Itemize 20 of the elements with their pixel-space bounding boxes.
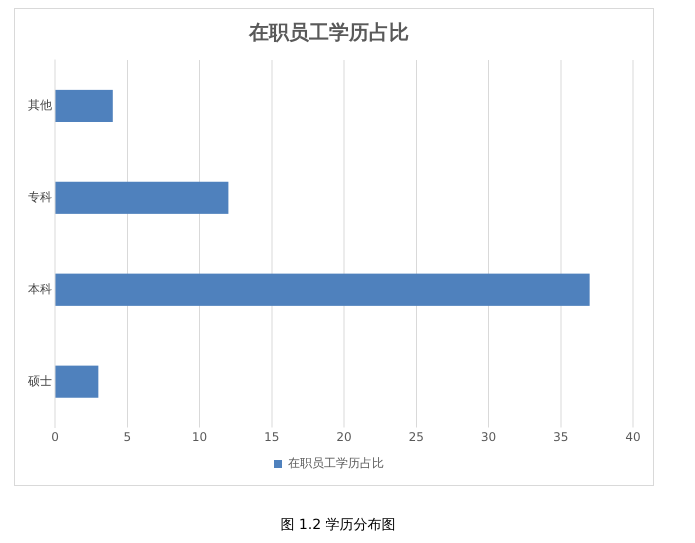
y-tick-label: 本科 (28, 282, 52, 296)
x-tick-label: 30 (480, 430, 496, 444)
bar (56, 274, 590, 306)
y-tick-label: 其他 (28, 98, 52, 112)
y-tick-label: 硕士 (27, 374, 52, 388)
chart-title: 在职员工学历占比 (248, 20, 409, 44)
x-tick-label: 5 (123, 430, 132, 444)
x-tick-label: 20 (336, 430, 352, 444)
x-tick-label: 10 (192, 430, 208, 444)
x-tick-label: 40 (625, 430, 641, 444)
caption: 图 1.2 学历分布图 (279, 516, 397, 534)
y-tick-label: 专科 (28, 190, 52, 204)
x-tick-label: 15 (264, 430, 280, 444)
bar (56, 366, 98, 398)
legend-label: 在职员工学历占比 (288, 456, 384, 470)
x-tick-label: 25 (408, 430, 424, 444)
bar (56, 90, 113, 122)
bar (56, 182, 228, 214)
x-tick-label: 35 (553, 430, 568, 444)
x-tick-label: 0 (51, 430, 59, 444)
